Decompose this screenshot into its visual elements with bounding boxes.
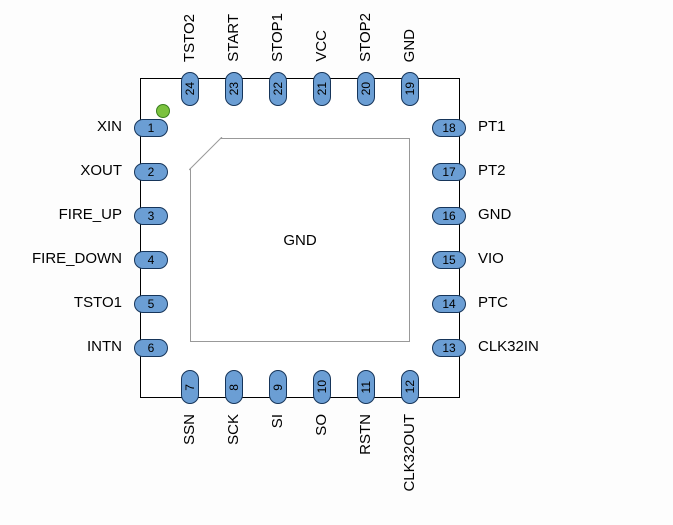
pin-23: 23 — [225, 72, 243, 106]
pin-number: 15 — [442, 253, 455, 267]
pin-label-24: TSTO2 — [181, 14, 198, 62]
pin-number: 14 — [442, 297, 455, 311]
pin-number: 6 — [148, 341, 155, 355]
pin1-dot — [156, 104, 170, 118]
pin-label-12: CLK32OUT — [401, 414, 418, 492]
pin-14: 14 — [432, 295, 466, 313]
pin-number: 12 — [403, 380, 417, 393]
pin-1: 1 — [134, 119, 168, 137]
pin-number: 8 — [227, 384, 241, 391]
pin-label-23: START — [225, 14, 242, 62]
pin-6: 6 — [134, 339, 168, 357]
pin-16: 16 — [432, 207, 466, 225]
pin-label-16: GND — [478, 206, 511, 223]
pin-number: 24 — [183, 82, 197, 95]
pin-11: 11 — [357, 370, 375, 404]
pin-9: 9 — [269, 370, 287, 404]
pin-label-21: VCC — [313, 30, 330, 62]
pin-number: 2 — [148, 165, 155, 179]
pin-label-4: FIRE_DOWN — [32, 250, 122, 267]
pin-number: 1 — [148, 121, 155, 135]
pin-24: 24 — [181, 72, 199, 106]
pin-22: 22 — [269, 72, 287, 106]
pin-label-2: XOUT — [80, 162, 122, 179]
pin-label-3: FIRE_UP — [59, 206, 122, 223]
pin-3: 3 — [134, 207, 168, 225]
pin-label-6: INTN — [87, 338, 122, 355]
pin-number: 22 — [271, 82, 285, 95]
pin-number: 16 — [442, 209, 455, 223]
pin-label-17: PT2 — [478, 162, 506, 179]
pin-number: 17 — [442, 165, 455, 179]
pin-number: 10 — [315, 380, 329, 393]
pin-label-18: PT1 — [478, 118, 506, 135]
center-pad-label: GND — [283, 232, 316, 249]
pin-number: 20 — [359, 82, 373, 95]
pin-label-5: TSTO1 — [74, 294, 122, 311]
pin-number: 5 — [148, 297, 155, 311]
pin-number: 19 — [403, 82, 417, 95]
pin-label-10: SO — [313, 414, 330, 436]
pin-label-7: SSN — [181, 414, 198, 445]
pin-number: 9 — [271, 384, 285, 391]
pin-label-13: CLK32IN — [478, 338, 539, 355]
center-pad: GND — [190, 138, 410, 342]
pin-17: 17 — [432, 163, 466, 181]
pin-label-1: XIN — [97, 118, 122, 135]
pin-5: 5 — [134, 295, 168, 313]
pin-7: 7 — [181, 370, 199, 404]
pin-13: 13 — [432, 339, 466, 357]
pin-number: 7 — [183, 384, 197, 391]
pin-number: 18 — [442, 121, 455, 135]
pin-number: 4 — [148, 253, 155, 267]
pin-label-19: GND — [401, 29, 418, 62]
pin-label-11: RSTN — [357, 414, 374, 455]
pin-2: 2 — [134, 163, 168, 181]
pin-label-14: PTC — [478, 294, 508, 311]
pin-number: 21 — [315, 82, 329, 95]
pin-21: 21 — [313, 72, 331, 106]
pin-label-15: VIO — [478, 250, 504, 267]
pin-number: 23 — [227, 82, 241, 95]
pin-label-20: STOP2 — [357, 13, 374, 62]
pin-19: 19 — [401, 72, 419, 106]
pin-number: 11 — [359, 381, 373, 393]
pin-15: 15 — [432, 251, 466, 269]
pin-12: 12 — [401, 370, 419, 404]
pin-4: 4 — [134, 251, 168, 269]
pin-number: 3 — [148, 209, 155, 223]
pin-number: 13 — [442, 341, 455, 355]
pin-10: 10 — [313, 370, 331, 404]
pin-20: 20 — [357, 72, 375, 106]
pin-8: 8 — [225, 370, 243, 404]
pin-18: 18 — [432, 119, 466, 137]
pin-label-8: SCK — [225, 414, 242, 445]
pin-label-9: SI — [269, 414, 286, 428]
pin-label-22: STOP1 — [269, 13, 286, 62]
